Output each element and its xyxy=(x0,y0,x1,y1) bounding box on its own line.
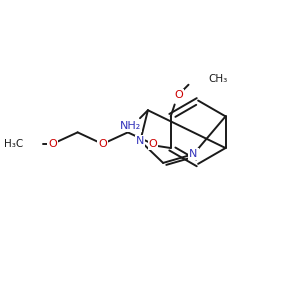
Text: O: O xyxy=(48,139,57,149)
Text: O: O xyxy=(174,90,183,100)
Text: H₃C: H₃C xyxy=(4,139,23,149)
Text: O: O xyxy=(98,139,107,149)
Text: N: N xyxy=(189,149,198,159)
Text: CH₃: CH₃ xyxy=(208,74,227,84)
Text: O: O xyxy=(148,139,157,149)
Text: N: N xyxy=(136,136,145,146)
Text: NH₂: NH₂ xyxy=(119,121,141,131)
